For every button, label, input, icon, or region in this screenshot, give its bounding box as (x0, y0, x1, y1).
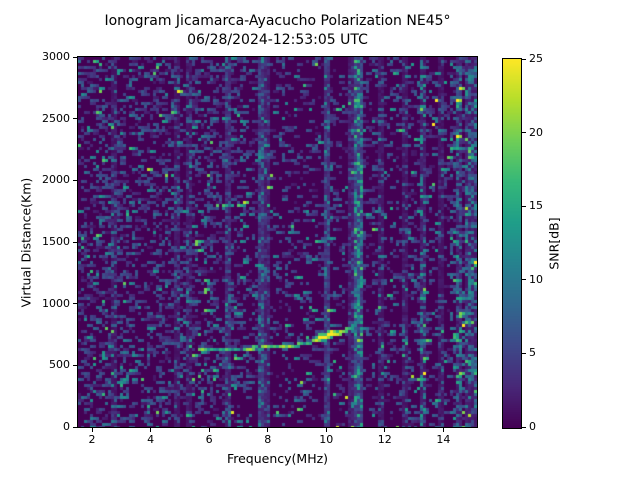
x-tick-mark (384, 428, 386, 432)
x-tick-label: 6 (205, 433, 213, 446)
y-tick-mark (73, 179, 77, 181)
x-axis-label: Frequency(MHz) (226, 451, 329, 466)
colorbar-tick-label: 20 (529, 125, 543, 139)
y-tick-mark (73, 364, 77, 366)
heatmap-plot-area (77, 56, 478, 428)
x-tick-label: 10 (319, 433, 334, 446)
x-tick-label: 8 (264, 433, 272, 446)
x-tick-mark (91, 428, 93, 432)
x-tick-mark (325, 428, 327, 432)
colorbar-tick-mark (522, 279, 526, 281)
x-tick-mark (208, 428, 210, 432)
y-tick-label: 2500 (42, 111, 70, 125)
x-tick-label: 14 (436, 433, 451, 446)
colorbar-tick-label: 10 (529, 272, 543, 286)
x-tick-mark (442, 428, 444, 432)
x-tick-label: 4 (147, 433, 155, 446)
colorbar-tick-label: 15 (529, 199, 543, 213)
colorbar-tick-label: 0 (529, 420, 536, 433)
y-tick-mark (73, 303, 77, 305)
colorbar-tick-mark (522, 205, 526, 207)
y-tick-label: 0 (63, 420, 70, 433)
colorbar-tick-mark (522, 426, 526, 428)
colorbar-tick-mark (522, 132, 526, 134)
y-tick-label: 1500 (42, 235, 70, 248)
colorbar-tick-label: 5 (529, 346, 536, 360)
colorbar-label: SNR[dB] (546, 217, 562, 270)
colorbar (502, 58, 522, 429)
x-tick-mark (150, 428, 152, 432)
chart-subtitle: 06/28/2024-12:53:05 UTC (187, 32, 368, 48)
chart-title: Ionogram Jicamarca-Ayacucho Polarization… (104, 13, 451, 29)
x-tick-mark (267, 428, 269, 432)
heatmap-canvas (78, 57, 477, 427)
colorbar-tick-mark (522, 352, 526, 354)
y-tick-label: 3000 (42, 50, 70, 63)
y-tick-mark (73, 426, 77, 428)
colorbar-tick-mark (522, 58, 526, 60)
y-tick-label: 1000 (42, 296, 70, 310)
colorbar-tick-label: 25 (529, 52, 543, 65)
y-tick-mark (73, 118, 77, 120)
y-tick-mark (73, 56, 77, 58)
x-tick-label: 12 (377, 433, 392, 446)
colorbar-canvas (503, 59, 521, 428)
y-tick-label: 2000 (42, 173, 70, 187)
y-tick-mark (73, 241, 77, 243)
y-tick-label: 500 (49, 358, 70, 372)
x-tick-label: 2 (88, 433, 96, 446)
